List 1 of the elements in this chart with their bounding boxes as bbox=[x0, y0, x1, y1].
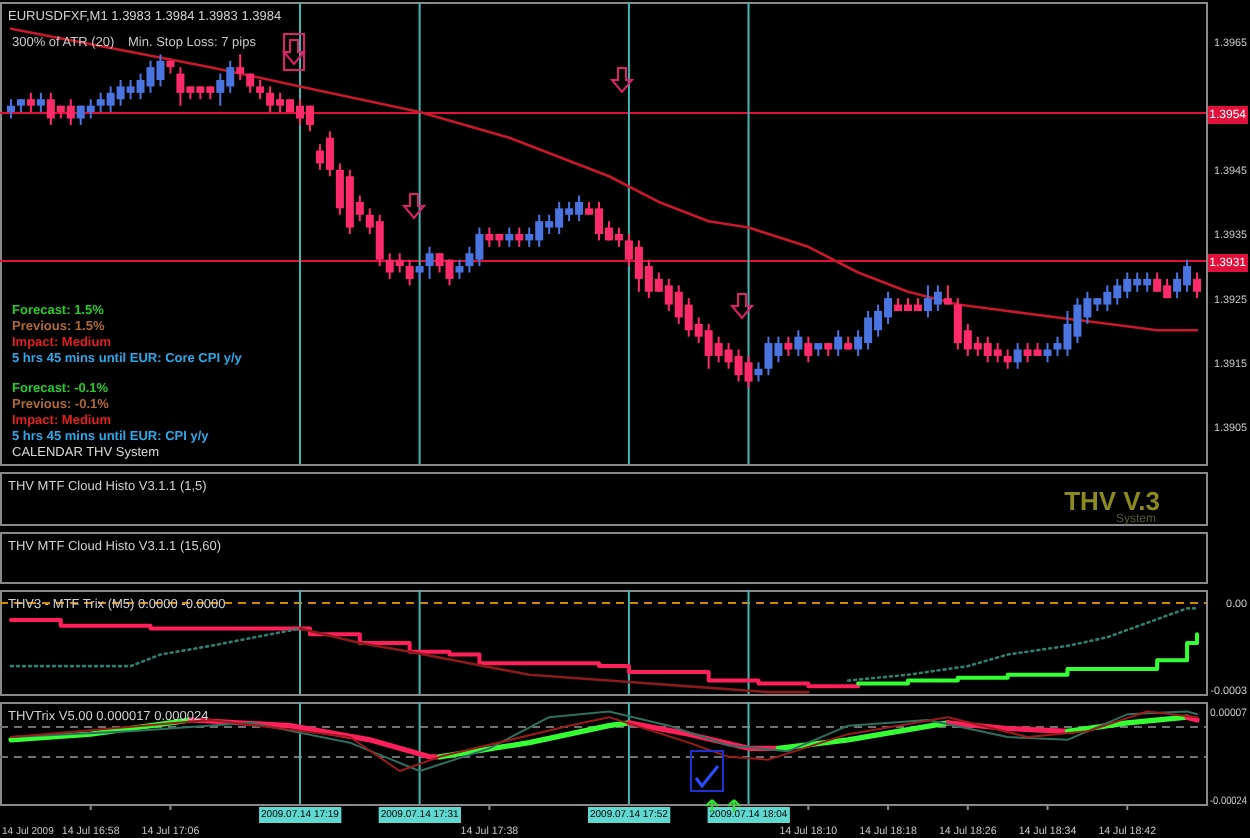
text: THV V.3 bbox=[1064, 486, 1160, 516]
